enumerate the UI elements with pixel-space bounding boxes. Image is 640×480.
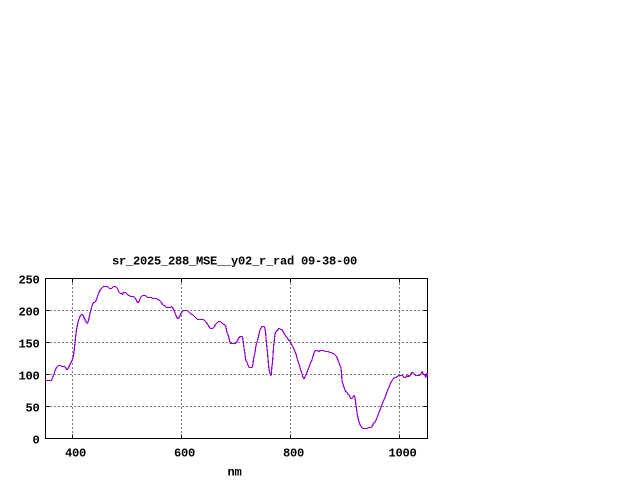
svg-text:150: 150 — [19, 337, 40, 351]
svg-text:sr_2025_288_MSE__y02_r_rad 09-: sr_2025_288_MSE__y02_r_rad 09-38-00 — [112, 254, 357, 268]
svg-text:800: 800 — [283, 446, 304, 460]
svg-text:200: 200 — [19, 305, 40, 319]
svg-text:600: 600 — [174, 446, 195, 460]
svg-text:nm: nm — [228, 465, 242, 479]
svg-text:250: 250 — [19, 273, 40, 287]
svg-text:1000: 1000 — [389, 446, 417, 460]
svg-text:400: 400 — [65, 446, 86, 460]
svg-text:100: 100 — [19, 369, 40, 383]
svg-text:0: 0 — [33, 433, 40, 447]
svg-text:50: 50 — [26, 401, 40, 415]
